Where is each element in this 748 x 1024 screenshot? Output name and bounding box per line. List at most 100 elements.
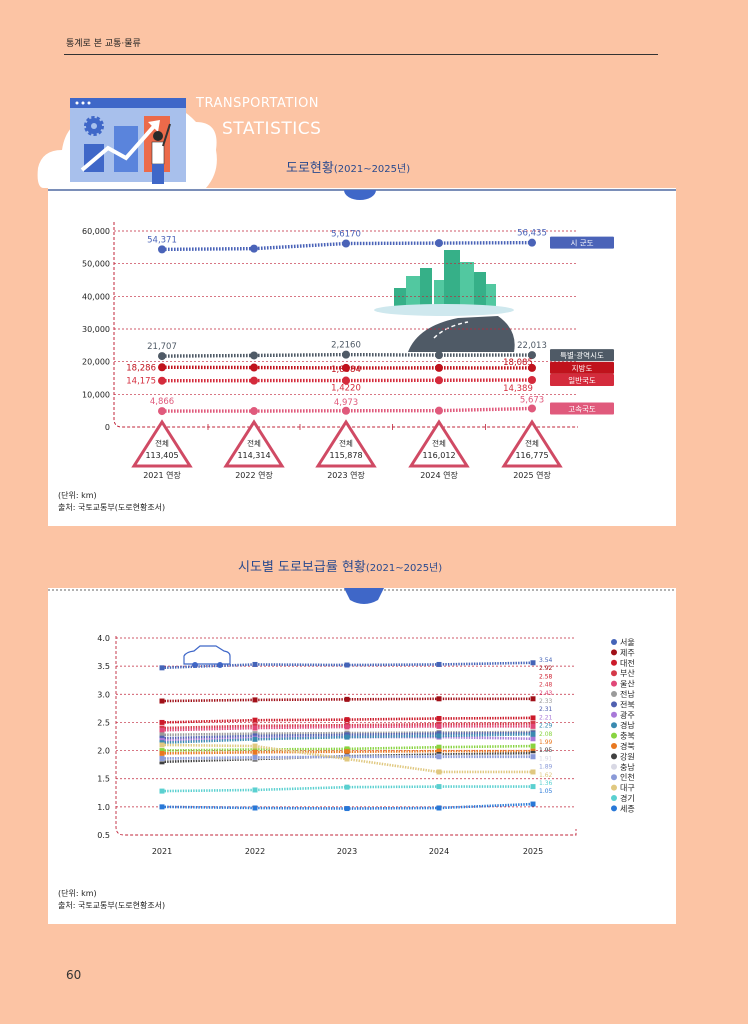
data-point [158, 376, 166, 385]
legend-marker [611, 722, 617, 729]
data-point [436, 733, 442, 739]
data-point [530, 721, 536, 727]
person-head [153, 131, 163, 141]
legend-marker [611, 743, 617, 749]
legend-marker [611, 784, 617, 791]
total-label: 전체 [432, 438, 446, 448]
legend-label: 전남 [620, 689, 635, 699]
data-point [342, 406, 350, 415]
end-value-label: 1.36 [539, 780, 553, 787]
data-point [252, 736, 258, 742]
data-point [528, 404, 536, 413]
end-value-label: 1.91 [539, 755, 553, 762]
data-point [159, 719, 165, 725]
y-tick-label: 1.5 [97, 775, 110, 784]
chart2-note: (단위: km) 출처: 국토교통부(도로현황조서) [58, 888, 165, 912]
y-tick-label: 3.0 [97, 690, 110, 699]
data-point [530, 660, 536, 666]
x-tick-label: 2024 [429, 847, 449, 856]
data-point [344, 724, 350, 730]
data-point [252, 746, 258, 752]
data-point [344, 746, 350, 752]
data-point [159, 665, 165, 671]
legend-marker [611, 795, 617, 801]
data-point [250, 376, 258, 385]
end-value-label: 2.31 [539, 706, 553, 713]
legend-label: 대전 [620, 658, 635, 668]
legend-label: 세종 [620, 804, 635, 813]
axis-line [115, 636, 577, 836]
legend-marker [611, 732, 617, 739]
total-value: 114,314 [237, 451, 270, 460]
total-triangle [315, 419, 377, 468]
city-road-illustration [374, 250, 515, 352]
data-point [530, 784, 536, 790]
data-label: 2,2160 [331, 341, 361, 351]
x-tick-label: 2025 연장 [513, 470, 551, 480]
header-title: 통계로 본 교통·물류 [66, 39, 141, 49]
data-label: 1,4220 [331, 384, 361, 394]
total-value: 113,405 [145, 451, 178, 460]
legend-marker [611, 680, 617, 687]
data-point [436, 723, 442, 729]
legend-label: 고속국도 [568, 404, 596, 413]
y-tick-label: 20,000 [82, 358, 110, 367]
total-value: 116,775 [515, 451, 548, 460]
data-point [528, 238, 536, 247]
end-value-label: 1.99 [539, 739, 553, 746]
total-triangle [501, 419, 563, 468]
y-tick-label: 2.5 [97, 718, 110, 727]
data-point [158, 352, 166, 361]
end-value-label: 2.33 [539, 698, 553, 705]
data-point [252, 743, 258, 749]
legend-marker [611, 649, 617, 656]
data-label: 14,175 [126, 377, 156, 387]
data-point [436, 661, 442, 667]
end-value-label: 1.62 [539, 772, 553, 779]
legend-marker [611, 763, 617, 770]
data-point [344, 734, 350, 740]
chart1-source: 출처: 국토교통부(도로현황조서) [58, 503, 166, 512]
data-point [530, 801, 536, 807]
legend-marker [611, 670, 617, 677]
data-label: 22,013 [517, 341, 547, 351]
y-tick-label: 2.0 [97, 747, 110, 756]
legend-label: 강원 [620, 751, 635, 761]
data-point [252, 725, 258, 731]
data-point [342, 376, 350, 385]
total-value: 115,878 [329, 451, 362, 460]
data-point [530, 723, 536, 729]
legend-label: 광주 [620, 710, 635, 720]
data-point [159, 755, 165, 761]
legend-label: 인천 [620, 772, 635, 782]
data-point [342, 239, 350, 248]
data-point [344, 784, 350, 790]
x-tick-label: 2022 [245, 847, 265, 856]
data-label: 18,286 [126, 363, 156, 373]
data-point [250, 407, 258, 416]
y-tick-label: 3.5 [97, 662, 110, 671]
data-point [342, 350, 350, 359]
data-point [530, 754, 536, 760]
data-point [435, 239, 443, 248]
data-point [435, 363, 443, 372]
legend-label: 전북 [620, 699, 635, 709]
banner-title-line2: STATISTICS [222, 119, 322, 139]
legend-label: 일반국도 [568, 376, 596, 385]
y-tick-label: 4.0 [97, 634, 110, 643]
legend-marker [611, 659, 617, 666]
x-tick-label: 2021 연장 [143, 470, 181, 480]
total-triangle [223, 419, 285, 468]
data-point [344, 756, 350, 762]
data-point [252, 661, 258, 667]
data-point [436, 696, 442, 702]
chart1-unit: (단위: km) [58, 491, 97, 500]
data-point [252, 717, 258, 723]
data-point [344, 696, 350, 702]
legend-marker [611, 774, 617, 781]
data-label: 18,085 [503, 358, 533, 368]
car-icon [183, 645, 231, 668]
panel-tab-marker [344, 588, 384, 604]
data-point [528, 351, 536, 360]
data-point [158, 363, 166, 372]
